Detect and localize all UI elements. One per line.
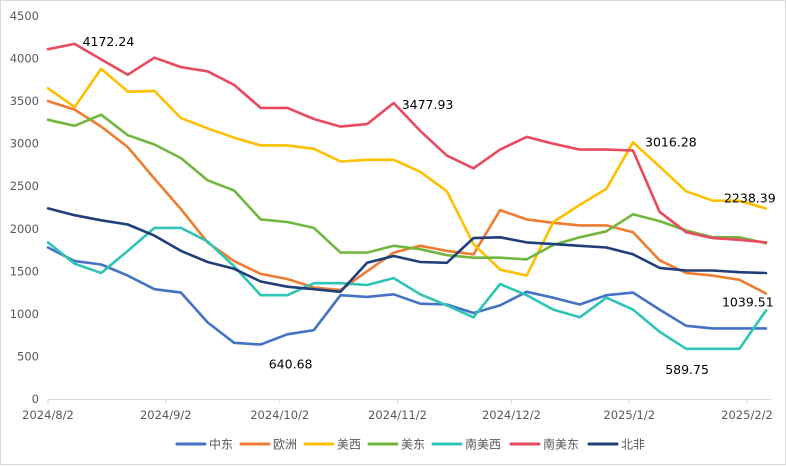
legend-label: 美西 (337, 438, 361, 452)
x-tick-label: 2024/10/2 (250, 408, 309, 422)
series-line-南美西 (46, 226, 768, 351)
x-tick-label: 2024/12/2 (482, 408, 541, 422)
y-tick-label: 3500 (10, 94, 39, 108)
data-label: 2238.39 (724, 190, 776, 205)
legend-label: 南美东 (543, 437, 579, 452)
x-tick-label: 2025/1/2 (603, 408, 655, 422)
y-tick-label: 1500 (10, 264, 39, 278)
data-label: 1039.51 (722, 295, 774, 310)
y-tick-label: 500 (17, 349, 39, 363)
x-tick-label: 2025/2/2 (721, 408, 773, 422)
series-line-南美东 (46, 42, 768, 244)
y-tick-label: 2000 (10, 222, 39, 236)
y-tick-label: 1000 (10, 307, 39, 321)
x-tick-label: 2024/8/2 (22, 408, 74, 422)
series-line-中东 (46, 246, 768, 346)
legend-label: 北非 (621, 438, 645, 452)
series-layer (46, 42, 768, 351)
y-tick-label: 0 (32, 392, 39, 406)
y-tick-label: 3000 (10, 137, 39, 151)
data-label: 3477.93 (402, 97, 454, 112)
legend-label: 欧洲 (273, 438, 297, 452)
y-axis: 0 500 1000 1500 2000 2500 3000 3500 4000 4500 (10, 9, 39, 406)
x-tick-label: 2024/11/2 (368, 408, 427, 422)
x-tick-label: 2024/9/2 (140, 408, 192, 422)
y-tick-label: 4000 (10, 52, 39, 66)
legend-label: 南美西 (465, 437, 501, 452)
series-line-欧洲 (46, 99, 768, 295)
data-label: 4172.24 (83, 34, 135, 49)
legend: 中东 欧洲 美西 美东 南美西 南美东 北非 (175, 437, 645, 452)
data-labels: 4172.24 640.68 3477.93 3016.28 2238.39 1039.5… (83, 34, 776, 377)
data-label: 589.75 (665, 362, 709, 377)
y-tick-label: 4500 (10, 9, 39, 23)
series-line-美西 (46, 67, 768, 277)
legend-label: 中东 (209, 437, 233, 452)
series-line-北非 (46, 207, 768, 294)
data-label: 3016.28 (645, 134, 697, 149)
legend-label: 美东 (401, 438, 425, 452)
data-label: 640.68 (269, 356, 313, 371)
x-axis: 2024/8/2 2024/9/2 2024/10/2 2024/11/2 2024/1… (22, 399, 773, 422)
y-tick-label: 2500 (10, 179, 39, 193)
series-line-美东 (46, 113, 768, 261)
